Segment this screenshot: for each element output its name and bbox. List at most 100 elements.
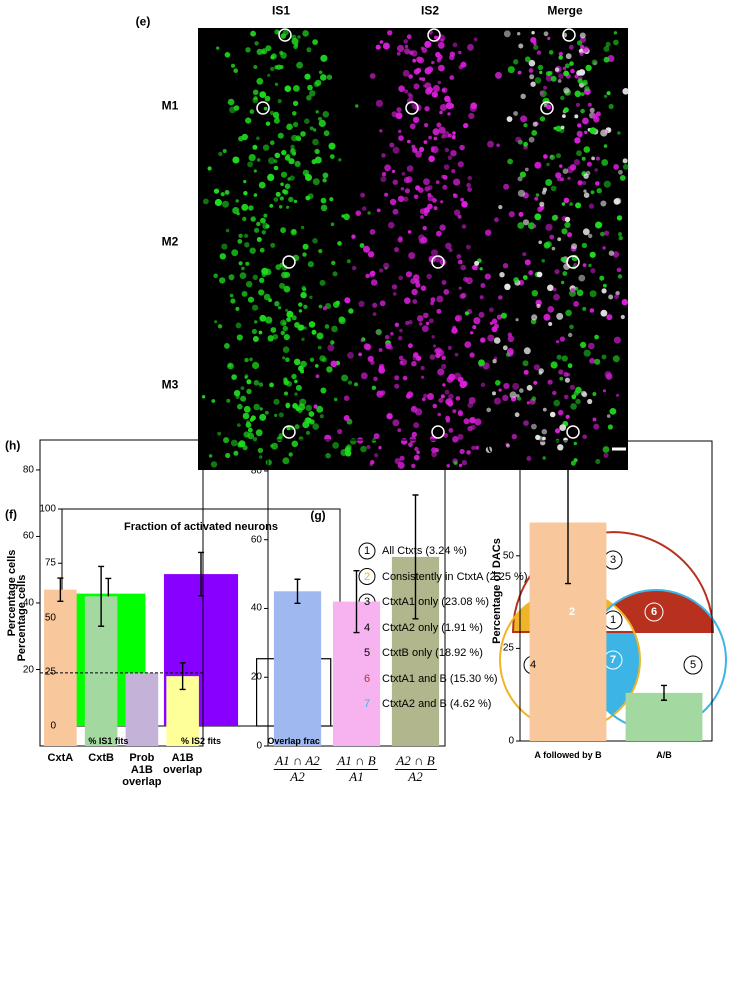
cell-dot (496, 314, 502, 320)
cell-dot (485, 229, 492, 236)
cell-dot (494, 217, 499, 223)
cell-dot (560, 125, 565, 130)
cell-dot (584, 86, 590, 92)
cell-dot (279, 50, 284, 56)
cell-dot (236, 423, 241, 427)
cell-dot (457, 214, 462, 219)
cell-dot (559, 164, 563, 168)
cell-dot (545, 179, 553, 186)
cell-dot (613, 336, 621, 344)
cell-dot (448, 393, 454, 400)
cell-dot (274, 152, 281, 159)
cell-dot (374, 453, 379, 458)
cell-dot (555, 172, 562, 179)
cell-dot (454, 352, 459, 357)
cell-dot (372, 302, 378, 308)
cell-dot (320, 204, 328, 212)
cell-dot (375, 99, 383, 107)
cell-dot (385, 342, 392, 350)
cell-dot (293, 121, 299, 128)
cell-dot (294, 379, 298, 384)
cell-dot (208, 454, 213, 458)
cell-dot (543, 31, 549, 37)
cell-dot (270, 140, 275, 145)
cell-dot (286, 426, 291, 431)
region-number-circle (644, 602, 664, 622)
cell-dot (270, 327, 277, 333)
cell-dot (545, 223, 553, 231)
cell-dot (396, 44, 405, 53)
cell-dot (306, 47, 312, 53)
cell-dot (523, 369, 529, 375)
region-number: 1 (609, 613, 617, 626)
cell-dot (378, 367, 386, 374)
cell-dot (578, 274, 586, 282)
cell-dot (302, 287, 307, 292)
cell-dot (580, 92, 585, 96)
cell-dot (437, 412, 442, 417)
cell-dot (545, 74, 553, 82)
cell-dot (379, 129, 383, 133)
cell-dot (606, 91, 611, 96)
cell-dot (473, 317, 481, 325)
cell-dot (235, 306, 240, 311)
cell-dot (382, 42, 390, 50)
cell-dot (244, 357, 249, 363)
cell-dot (557, 79, 562, 83)
cell-dot (419, 322, 423, 326)
cell-dot (329, 154, 335, 160)
cell-dot (239, 272, 247, 279)
cell-dot (267, 73, 271, 77)
cell-dot (485, 446, 493, 453)
cell-dot (331, 260, 336, 266)
cell-dot (467, 175, 472, 181)
cell-dot (324, 324, 330, 329)
cell-dot (433, 206, 438, 211)
cell-dot (475, 445, 480, 450)
cell-dot (238, 136, 244, 142)
cell-dot (458, 286, 462, 290)
cell-dot (557, 409, 564, 416)
cell-dot (582, 180, 587, 186)
cell-dot (438, 397, 444, 403)
cell-dot (453, 178, 461, 186)
cell-dot (503, 183, 510, 190)
cell-dot (577, 78, 583, 84)
cell-dot (565, 414, 570, 419)
cell-dot (405, 271, 413, 278)
cell-dot (289, 175, 295, 181)
cell-dot (606, 314, 613, 321)
cell-dot (461, 460, 468, 466)
cell-dot (535, 299, 542, 306)
cell-dot (369, 73, 376, 79)
cell-dot (575, 398, 581, 405)
cell-dot (506, 116, 513, 122)
cell-dot (574, 137, 581, 144)
cell-dot (472, 325, 477, 330)
cell-dot (491, 318, 498, 325)
y-tick-label: 75 (44, 557, 56, 569)
cell-dot (600, 129, 608, 137)
cell-dot (414, 446, 419, 452)
cell-dot (520, 115, 528, 123)
cell-dot (569, 61, 574, 66)
cell-dot (282, 346, 290, 354)
cell-dot (499, 272, 505, 278)
cell-dot (258, 330, 263, 335)
cell-dot (533, 44, 539, 50)
cell-dot (346, 259, 351, 264)
cell-dot (296, 61, 303, 69)
cell-dot (615, 291, 620, 296)
cell-dot (474, 418, 482, 426)
cell-dot (273, 159, 278, 164)
cell-dot (298, 309, 303, 313)
cell-dot (328, 142, 336, 150)
cell-dot (386, 413, 393, 420)
cell-dot (379, 268, 384, 273)
cell-dot (441, 355, 447, 361)
cell-dot (201, 395, 206, 399)
cell-dot (396, 51, 401, 56)
cell-dot (344, 297, 351, 304)
cell-dot (241, 266, 245, 271)
cell-dot (562, 271, 568, 276)
